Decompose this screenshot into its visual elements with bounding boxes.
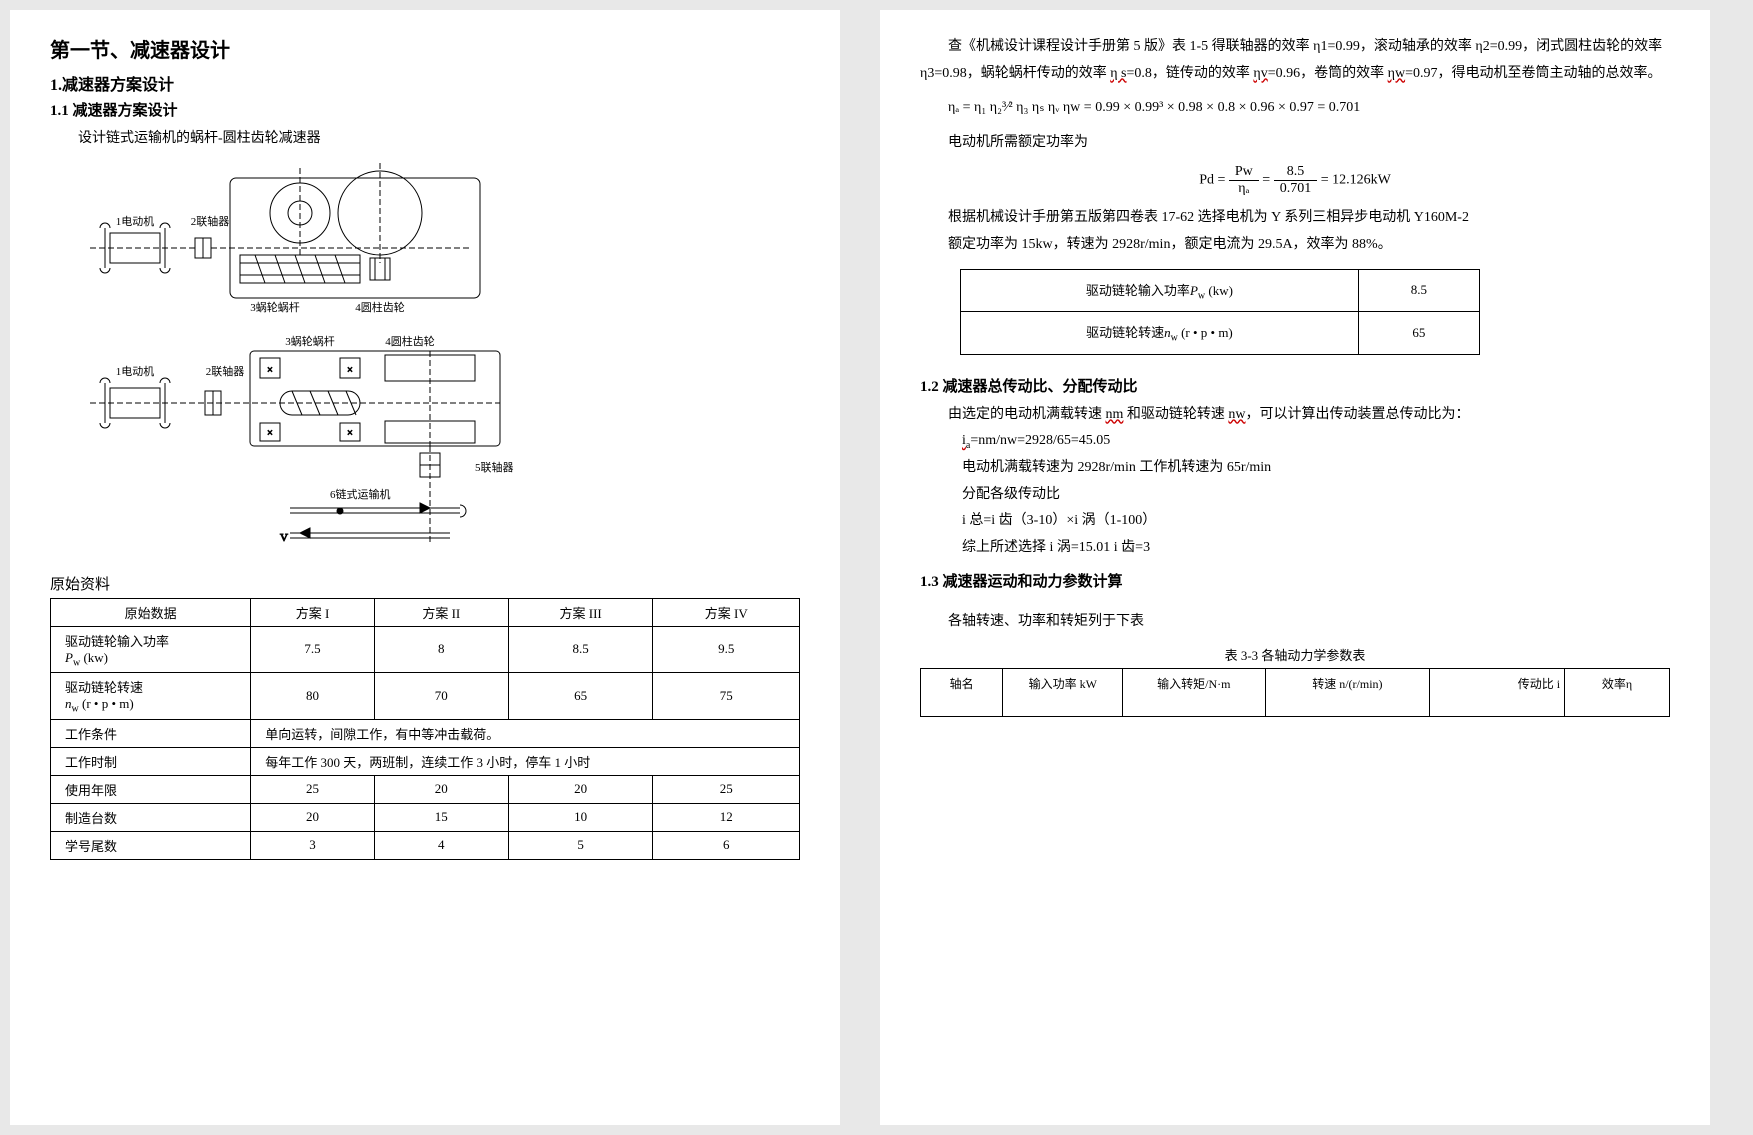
- svg-text:×: ×: [347, 428, 353, 439]
- ratio-formula: i 总=i 齿（3-10）×i 涡（1-100）: [962, 508, 1670, 535]
- t1-h1: 原始数据: [51, 598, 251, 626]
- t1-h3: 方案 II: [374, 598, 508, 626]
- speed-line: 电动机满载转速为 2928r/min 工作机转速为 65r/min: [962, 455, 1670, 482]
- origin-data-title: 原始资料: [50, 573, 800, 594]
- label-gear: 4圆柱齿轮: [355, 300, 405, 313]
- t1-h4: 方案 III: [508, 598, 653, 626]
- svg-text:×: ×: [267, 365, 273, 376]
- section-title: 第一节、减速器设计: [50, 34, 800, 63]
- svg-text:V: V: [280, 532, 288, 544]
- ratio-select: 综上所述选择 i 涡=15.01 i 齿=3: [962, 535, 1670, 562]
- diagram-1-svg: 1电动机 2联轴器: [80, 163, 500, 313]
- motor-select: 根据机械设计手册第五版第四卷表 17-62 选择电机为 Y 系列三相异步电动机 …: [920, 205, 1670, 232]
- distribute-line: 分配各级传动比: [962, 482, 1670, 509]
- ratio-calc: ia=nm/nw=2928/65=45.05: [962, 428, 1670, 455]
- t2-r2-label: 驱动链轮转速nw (r • p • m): [961, 312, 1359, 355]
- label-coupling: 2联轴器: [191, 214, 230, 228]
- origin-data-table: 原始数据 方案 I 方案 II 方案 III 方案 IV 驱动链轮输入功率 Pw…: [50, 598, 800, 860]
- heading-1-1: 1.1 减速器方案设计: [50, 99, 800, 120]
- ratio-paragraph: 由选定的电动机满载转速 nm 和驱动链轮转速 nw，可以计算出传动装置总传动比为…: [920, 402, 1670, 429]
- shaft-dynamics-table: 轴名 输入功率 kW 输入转矩/N·m 转速 n/(r/min) 传动比 i 效…: [920, 668, 1670, 717]
- heading-1-2: 1.2 减速器总传动比、分配传动比: [920, 375, 1670, 396]
- t2-r1-label: 驱动链轮输入功率Pw (kw): [961, 269, 1359, 312]
- label-gear-b: 4圆柱齿轮: [385, 334, 435, 348]
- heading-1: 1.减速器方案设计: [50, 71, 800, 95]
- equation-eta: ηₐ = η₁ η₂³⁄² η₃ ηₛ ηᵥ ηw = 0.99 × 0.99³…: [920, 95, 1670, 122]
- diagram-2: 3蜗轮蜗杆 4圆柱齿轮 1电动机 2联轴器 × × × ×: [80, 333, 800, 553]
- page-right: 查《机械设计课程设计手册第 5 版》表 1-5 得联轴器的效率 η1=0.99，…: [880, 10, 1710, 1125]
- t1-h5: 方案 IV: [653, 598, 800, 626]
- label-worm-b: 3蜗轮蜗杆: [285, 334, 335, 348]
- design-description: 设计链式运输机的蜗杆-圆柱齿轮减速器: [50, 126, 800, 153]
- label-motor-b: 1电动机: [116, 364, 155, 378]
- t1-r1-label: 驱动链轮输入功率 Pw (kw): [51, 626, 251, 673]
- motor-spec: 额定功率为 15kw，转速为 2928r/min，额定电流为 29.5A，效率为…: [920, 232, 1670, 259]
- shaft-table-intro: 各轴转速、功率和转矩列于下表: [920, 609, 1670, 636]
- label-worm: 3蜗轮蜗杆: [250, 300, 300, 313]
- svg-text:×: ×: [267, 428, 273, 439]
- svg-text:×: ×: [347, 365, 353, 376]
- equation-pd: Pd = Pw ηₐ = 8.5 0.701 = 12.126kW: [920, 164, 1670, 197]
- label-coupling5: 5联轴器: [475, 460, 514, 474]
- page-left: 第一节、减速器设计 1.减速器方案设计 1.1 减速器方案设计 设计链式运输机的…: [10, 10, 840, 1125]
- t1-h2: 方案 I: [251, 598, 375, 626]
- motor-power-label: 电动机所需额定功率为: [920, 130, 1670, 157]
- label-coupling-b: 2联轴器: [206, 364, 245, 378]
- diagram-2-svg: 3蜗轮蜗杆 4圆柱齿轮 1电动机 2联轴器 × × × ×: [80, 333, 540, 553]
- efficiency-paragraph: 查《机械设计课程设计手册第 5 版》表 1-5 得联轴器的效率 η1=0.99，…: [920, 34, 1670, 87]
- diagram-1: 1电动机 2联轴器: [80, 163, 800, 313]
- table-3-3-title: 表 3-3 各轴动力学参数表: [920, 645, 1670, 664]
- label-conveyor: 6链式运输机: [330, 487, 391, 501]
- label-motor: 1电动机: [116, 214, 155, 228]
- t1-r2-label: 驱动链轮转速 nw (r • p • m): [51, 673, 251, 720]
- heading-1-3: 1.3 减速器运动和动力参数计算: [920, 570, 1670, 591]
- drive-sprocket-table: 驱动链轮输入功率Pw (kw) 8.5 驱动链轮转速nw (r • p • m)…: [960, 269, 1480, 355]
